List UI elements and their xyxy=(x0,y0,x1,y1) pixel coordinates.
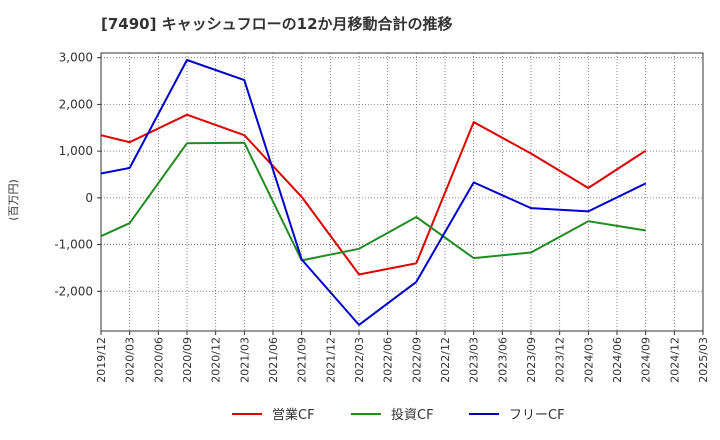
legend-item: 営業CF xyxy=(232,407,315,423)
legend-label: 営業CF xyxy=(272,407,315,423)
x-tick-label: 2023/06 xyxy=(496,337,509,383)
chart-title: [7490] キャッシュフローの12か月移動合計の推移 xyxy=(101,15,453,33)
x-tick-label: 2024/09 xyxy=(640,337,653,383)
y-tick-label: 3,000 xyxy=(59,51,93,65)
legend-label: フリーCF xyxy=(509,408,565,423)
series-line-3 xyxy=(100,59,647,326)
x-tick-label: 2019/12 xyxy=(95,337,108,383)
y-tick-label: -1,000 xyxy=(54,238,93,252)
y-axis-label: (百万円) xyxy=(7,179,20,221)
plot-frame xyxy=(100,52,704,332)
x-tick-label: 2020/06 xyxy=(152,337,165,383)
y-tick-label: -2,000 xyxy=(54,284,93,298)
series-line-2 xyxy=(100,141,646,262)
x-tick-label: 2023/12 xyxy=(554,337,567,383)
legend-item: 投資CF xyxy=(351,407,434,423)
x-tick-label: 2024/03 xyxy=(582,337,595,383)
x-tick-label: 2022/03 xyxy=(353,337,366,383)
x-tick-label: 2023/03 xyxy=(468,337,481,383)
x-tick-label: 2021/03 xyxy=(238,337,251,383)
x-tick-label: 2020/09 xyxy=(181,337,194,383)
grid-layer xyxy=(100,53,704,331)
series-line-1 xyxy=(100,113,647,276)
x-tick-label: 2021/09 xyxy=(296,337,309,383)
y-tick-label: 0 xyxy=(85,191,93,205)
x-tick-label: 2020/12 xyxy=(210,337,223,383)
legend-label: 投資CF xyxy=(391,407,434,423)
y-tick-label: 1,000 xyxy=(59,144,93,158)
x-tick-label: 2021/06 xyxy=(267,337,280,383)
x-tick-label: 2022/06 xyxy=(382,337,395,383)
x-tick-label: 2023/09 xyxy=(525,337,538,383)
series-layer xyxy=(100,59,647,326)
x-tick-label: 2020/03 xyxy=(124,337,137,383)
legend-item: フリーCF xyxy=(469,408,565,423)
x-tick-label: 2025/03 xyxy=(697,337,710,383)
x-tick-label: 2022/12 xyxy=(439,337,452,383)
axis-layer: 3,000 2,000 1,000 0 -1,000 -2,000 2019/12 2020/… xyxy=(54,51,710,383)
y-tick-label: 2,000 xyxy=(59,97,93,111)
x-tick-label: 2022/09 xyxy=(410,337,423,383)
legend: 営業CF 投資CF フリーCF xyxy=(232,407,565,423)
x-tick-label: 2024/06 xyxy=(611,337,624,383)
x-tick-label: 2021/12 xyxy=(324,337,337,383)
x-tick-label: 2024/12 xyxy=(668,337,681,383)
